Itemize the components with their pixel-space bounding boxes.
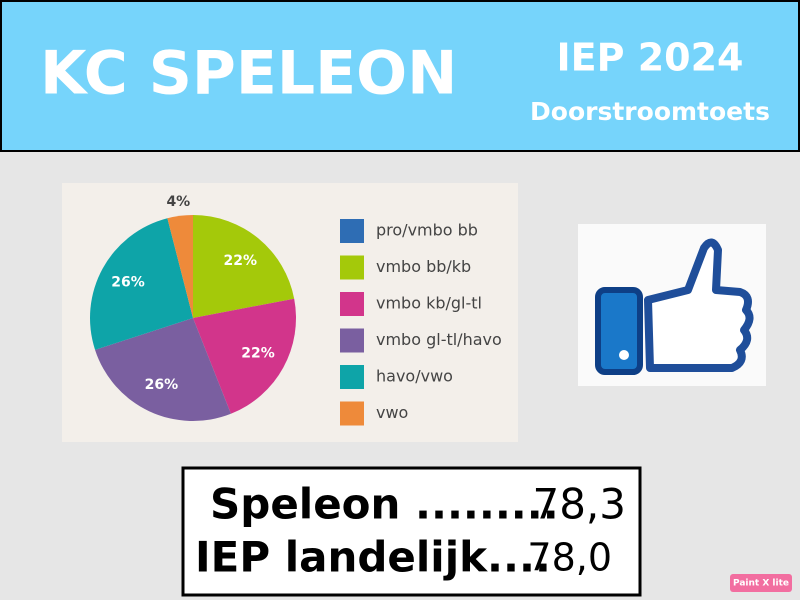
- watermark-badge: [730, 574, 792, 592]
- legend-label: pro/vmbo bb: [376, 221, 478, 240]
- legend-swatch: [340, 365, 364, 389]
- header-subtitle: IEP 2024: [557, 36, 744, 80]
- data-label: 22%: [241, 346, 275, 362]
- legend-label: havo/vwo: [376, 367, 453, 386]
- data-label: 4%: [166, 194, 190, 210]
- header-caption: Doorstroomtoets: [530, 97, 770, 126]
- pie-slice: [193, 298, 296, 414]
- legend-swatch: [340, 328, 364, 353]
- pie-slice: [167, 215, 193, 318]
- legend-label: vmbo bb/kb: [376, 257, 471, 276]
- score-box: [181, 466, 642, 597]
- data-label: 26%: [111, 274, 145, 290]
- legend-swatch: [340, 401, 364, 426]
- score-value: 78,0: [527, 536, 612, 580]
- thumbs-up-icon: [578, 224, 766, 386]
- icon-cuff: [595, 287, 643, 375]
- score-label: Speleon .........: [210, 480, 559, 529]
- pie-slice: [193, 215, 295, 318]
- pie-slice: [95, 318, 231, 421]
- score-value: 78,3: [532, 480, 626, 529]
- legend-swatch: [340, 219, 364, 243]
- legend-label: vmbo kb/gl-tl: [376, 294, 482, 313]
- data-label: 26%: [145, 377, 179, 393]
- pie-chart: pro/vmbo bb 22% vmbo bb/kb 22% vmbo kb/gl-tl…: [90, 194, 502, 426]
- data-label: 22%: [224, 253, 258, 269]
- legend-label: vwo: [376, 403, 408, 422]
- header-title: KC SPELEON: [40, 39, 457, 109]
- legend-swatch: [340, 292, 364, 316]
- legend-label: vmbo gl-tl/havo: [376, 330, 502, 349]
- icon-hand: [644, 238, 754, 372]
- header-band: [0, 0, 800, 152]
- score-label: IEP landelijk....: [195, 533, 551, 582]
- legend-swatch: [340, 255, 364, 280]
- watermark: Paint X lite: [733, 579, 789, 589]
- icon-dot: [619, 350, 629, 360]
- pie-slice: [90, 218, 193, 350]
